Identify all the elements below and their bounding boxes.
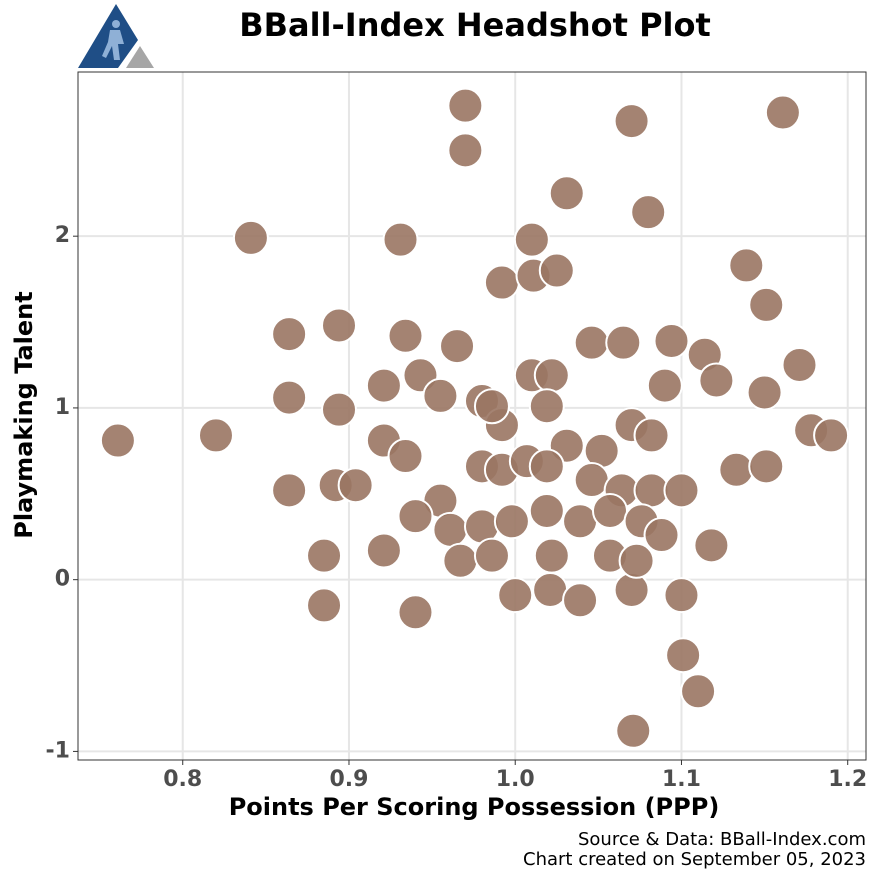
created-note: Chart created on September 05, 2023 — [523, 849, 866, 870]
player-headshot — [447, 87, 484, 124]
player-headshot — [746, 374, 783, 411]
x-axis-label: Points Per Scoring Possession (PPP) — [229, 793, 720, 821]
player-headshot — [528, 448, 565, 485]
player-headshot — [306, 587, 343, 624]
player-headshot — [548, 175, 585, 212]
player-headshot — [562, 503, 599, 540]
player-headshot — [533, 537, 570, 574]
y-tick-label: 2 — [55, 223, 70, 248]
player-headshot — [646, 367, 683, 404]
player-headshot — [764, 94, 801, 131]
player-headshot — [473, 388, 510, 425]
player-headshot — [532, 571, 569, 608]
y-tick-label: -1 — [46, 738, 70, 763]
player-headshot — [483, 264, 520, 301]
player-headshot — [365, 367, 402, 404]
logo — [78, 4, 154, 68]
player-headshot — [99, 422, 136, 459]
player-headshot — [693, 527, 730, 564]
player-headshot — [591, 492, 628, 529]
player-headshot — [605, 324, 642, 361]
player-headshot — [528, 388, 565, 425]
player-headshot — [538, 252, 575, 289]
player-headshot — [473, 537, 510, 574]
player-headshot — [698, 362, 735, 399]
player-headshot — [271, 316, 308, 353]
player-headshot — [781, 346, 818, 383]
player-headshot — [442, 542, 479, 579]
player-headshot — [562, 582, 599, 619]
player-headshot — [613, 103, 650, 140]
player-headshot — [397, 498, 434, 535]
player-headshot — [382, 221, 419, 258]
player-headshot — [422, 377, 459, 414]
player-headshot — [615, 712, 652, 749]
y-tick-label: 1 — [55, 395, 70, 420]
player-headshot — [439, 328, 476, 365]
player-headshot — [613, 571, 650, 608]
x-tick-label: 0.9 — [329, 767, 368, 792]
player-headshot — [533, 357, 570, 394]
player-headshot — [232, 219, 269, 256]
plot-border — [77, 71, 867, 761]
player-headshot — [447, 132, 484, 169]
player-headshot — [397, 594, 434, 631]
player-headshot — [321, 307, 358, 344]
player-headshot — [748, 448, 785, 485]
player-headshot — [337, 467, 374, 504]
chart-title: BBall-Index Headshot Plot — [239, 6, 711, 44]
player-headshot — [633, 417, 670, 454]
player-headshot — [748, 286, 785, 323]
player-headshot — [618, 542, 655, 579]
player-headshot — [663, 472, 700, 509]
x-tick-label: 1.2 — [828, 767, 867, 792]
x-tick-label: 0.8 — [163, 767, 202, 792]
player-headshot — [663, 577, 700, 614]
player-headshot — [643, 517, 680, 554]
player-headshot — [271, 379, 308, 416]
player-headshot — [306, 537, 343, 574]
player-headshot — [680, 673, 717, 710]
player-headshot — [528, 492, 565, 529]
x-tick-label: 1.1 — [662, 767, 701, 792]
player-headshot — [365, 532, 402, 569]
x-tick-label: 1.0 — [496, 767, 535, 792]
player-headshot — [813, 417, 850, 454]
player-headshot — [653, 322, 690, 359]
player-headshot — [633, 472, 670, 509]
player-headshot — [271, 472, 308, 509]
player-headshot — [387, 438, 424, 475]
y-axis-label: Playmaking Talent — [10, 291, 38, 538]
player-headshot — [728, 247, 765, 284]
player-headshot — [387, 317, 424, 354]
y-tick-label: 0 — [55, 567, 70, 592]
player-headshot — [718, 451, 755, 488]
player-headshot — [573, 324, 610, 361]
player-headshot — [665, 637, 702, 674]
player-headshot — [497, 577, 534, 614]
player-headshot — [432, 511, 469, 548]
source-note: Source & Data: BBall-Index.com — [578, 829, 866, 850]
player-headshot — [573, 462, 610, 499]
player-headshot — [630, 194, 667, 231]
player-headshot — [513, 221, 550, 258]
player-headshot — [197, 417, 234, 454]
player-headshot — [493, 503, 530, 540]
player-headshot — [321, 391, 358, 428]
